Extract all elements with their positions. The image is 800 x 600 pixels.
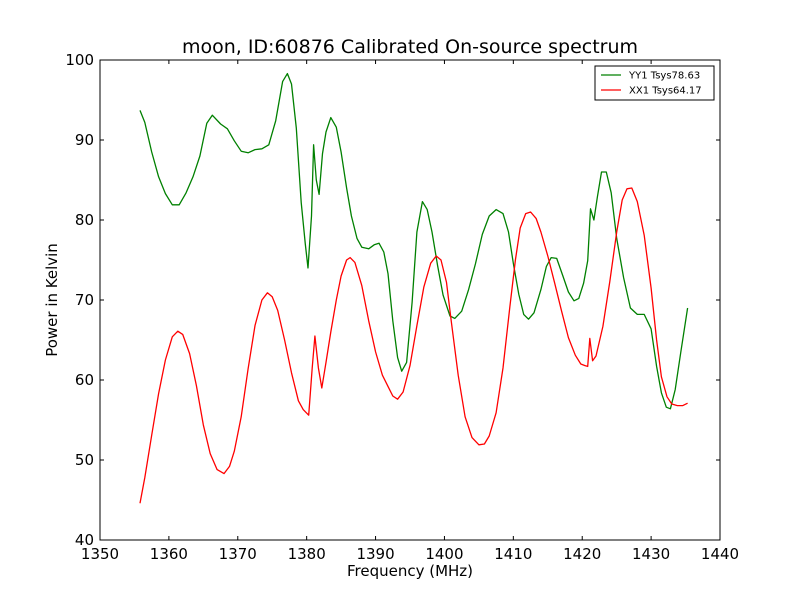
x-tick-label: 1400 (425, 545, 463, 563)
legend: YY1 Tsys78.63 XX1 Tsys64.17 (594, 65, 715, 101)
y-tick-label: 40 (75, 531, 94, 549)
x-tick-label: 1420 (563, 545, 601, 563)
legend-label-1: XX1 Tsys64.17 (629, 86, 702, 97)
x-tick-label: 1350 (81, 545, 119, 563)
x-tick-label: 1410 (494, 545, 532, 563)
y-tick-label: 90 (75, 131, 94, 149)
x-tick-label: 1380 (288, 545, 326, 563)
y-tick-label: 100 (65, 51, 94, 69)
y-tick-label: 60 (75, 371, 94, 389)
x-axis-label: Frequency (MHz) (347, 562, 473, 580)
y-tick-label: 70 (75, 291, 94, 309)
x-tick-label: 1390 (356, 545, 394, 563)
chart-title: moon, ID:60876 Calibrated On-source spec… (182, 36, 638, 58)
x-tick-label: 1440 (701, 545, 739, 563)
y-tick-label: 50 (75, 451, 94, 469)
legend-label-0: YY1 Tsys78.63 (628, 71, 700, 82)
axis-ticks: 1350 1360 1370 1380 1390 1400 1410 1420 1430 1440… (65, 51, 739, 563)
y-tick-label: 80 (75, 211, 94, 229)
series-line-1 (139, 187, 688, 504)
legend-box (594, 65, 715, 101)
x-tick-label: 1430 (632, 545, 670, 563)
y-axis-label: Power in Kelvin (43, 243, 61, 357)
plot-frame (99, 59, 721, 541)
plot-area (139, 72, 689, 504)
x-tick-label: 1360 (150, 545, 188, 563)
x-tick-label: 1370 (219, 545, 257, 563)
series-line-0 (139, 72, 689, 410)
